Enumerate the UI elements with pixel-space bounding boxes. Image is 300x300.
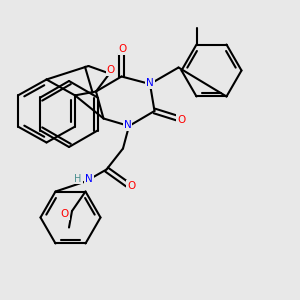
Text: O: O: [119, 44, 127, 54]
Text: O: O: [127, 181, 135, 191]
Text: N: N: [85, 173, 93, 184]
Text: H: H: [74, 173, 82, 184]
Text: N: N: [146, 77, 154, 88]
Text: O: O: [177, 115, 186, 125]
Text: O: O: [60, 209, 69, 219]
Text: O: O: [107, 65, 115, 75]
Text: N: N: [124, 119, 131, 130]
